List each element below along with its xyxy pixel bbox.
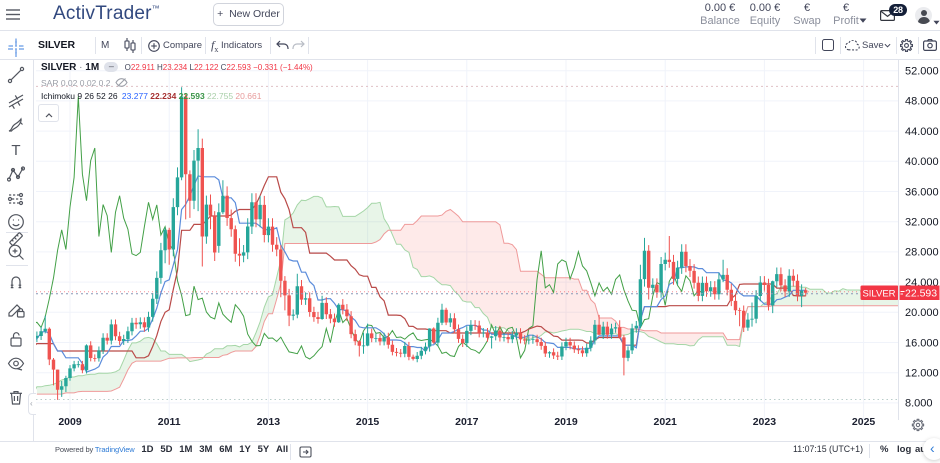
svg-text:2025: 2025	[852, 416, 876, 428]
svg-text:20.000: 20.000	[905, 307, 939, 319]
svg-text:2019: 2019	[554, 416, 578, 428]
svg-text:52.000: 52.000	[905, 66, 939, 78]
svg-text:SILVER: SILVER	[862, 288, 895, 299]
svg-text:48.000: 48.000	[905, 96, 939, 108]
svg-text:2015: 2015	[356, 416, 380, 428]
svg-text:16.000: 16.000	[905, 337, 939, 349]
svg-text:2017: 2017	[455, 416, 479, 428]
svg-text:2023: 2023	[753, 416, 777, 428]
svg-text:12.000: 12.000	[905, 368, 939, 380]
svg-text:32.000: 32.000	[905, 217, 939, 229]
svg-text:36.000: 36.000	[905, 186, 939, 198]
svg-text:2009: 2009	[58, 416, 82, 428]
svg-text:44.000: 44.000	[905, 126, 939, 138]
svg-text:2021: 2021	[654, 416, 678, 428]
svg-text:28.000: 28.000	[905, 247, 939, 259]
svg-text:8.000: 8.000	[905, 398, 933, 410]
svg-text:T: T	[11, 142, 20, 159]
svg-text:22.593: 22.593	[905, 288, 937, 300]
svg-text:40.000: 40.000	[905, 156, 939, 168]
svg-text:2013: 2013	[257, 416, 281, 428]
svg-text:2011: 2011	[158, 416, 181, 428]
